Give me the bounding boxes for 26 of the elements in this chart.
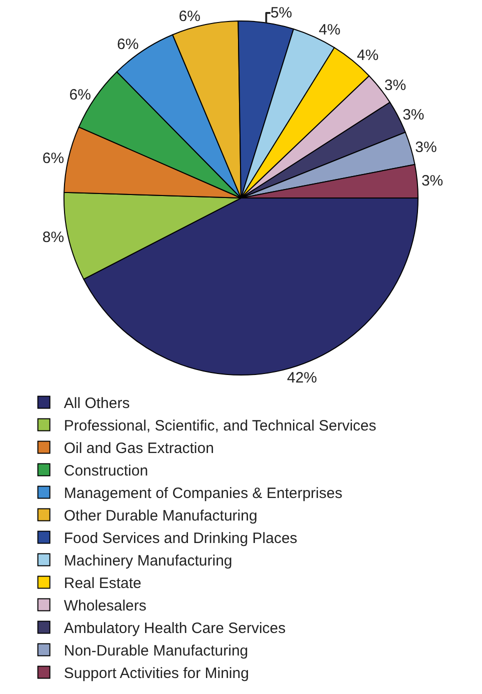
legend-label: Non-Durable Manufacturing — [64, 642, 248, 660]
data-label: 3% — [421, 172, 444, 190]
data-label: 42% — [286, 370, 318, 387]
data-label: 6% — [69, 86, 91, 104]
data-label: 6% — [117, 36, 139, 54]
legend-label: Ambulatory Health Care Services — [64, 620, 286, 638]
data-label: 3% — [384, 76, 406, 94]
legend-label: Machinery Manufacturing — [64, 552, 232, 570]
legend-label: Support Activities for Mining — [64, 665, 249, 682]
data-label: 3% — [415, 138, 437, 156]
data-label: 5% — [270, 4, 292, 22]
legend-label: Management of Companies & Enterprises — [64, 485, 342, 502]
legend-label: All Others — [64, 395, 130, 412]
data-label: 6% — [178, 8, 200, 26]
legend-label: Professional, Scientific, and Technical Services — [64, 418, 376, 435]
legend-label: Construction — [64, 462, 148, 480]
legend-label: Food Services and Drinking Places — [64, 530, 298, 548]
data-label: 3% — [402, 106, 424, 124]
legend-label: Real Estate — [64, 575, 142, 592]
legend-label: Oil and Gas Extraction — [64, 440, 214, 458]
legend-label: Other Durable Manufacturing — [64, 508, 258, 525]
data-label: 4% — [318, 21, 340, 38]
data-label: 4% — [356, 47, 379, 64]
data-label: 8% — [42, 228, 64, 246]
data-label: 6% — [42, 150, 64, 168]
legend-label: Wholesalers — [64, 598, 146, 615]
